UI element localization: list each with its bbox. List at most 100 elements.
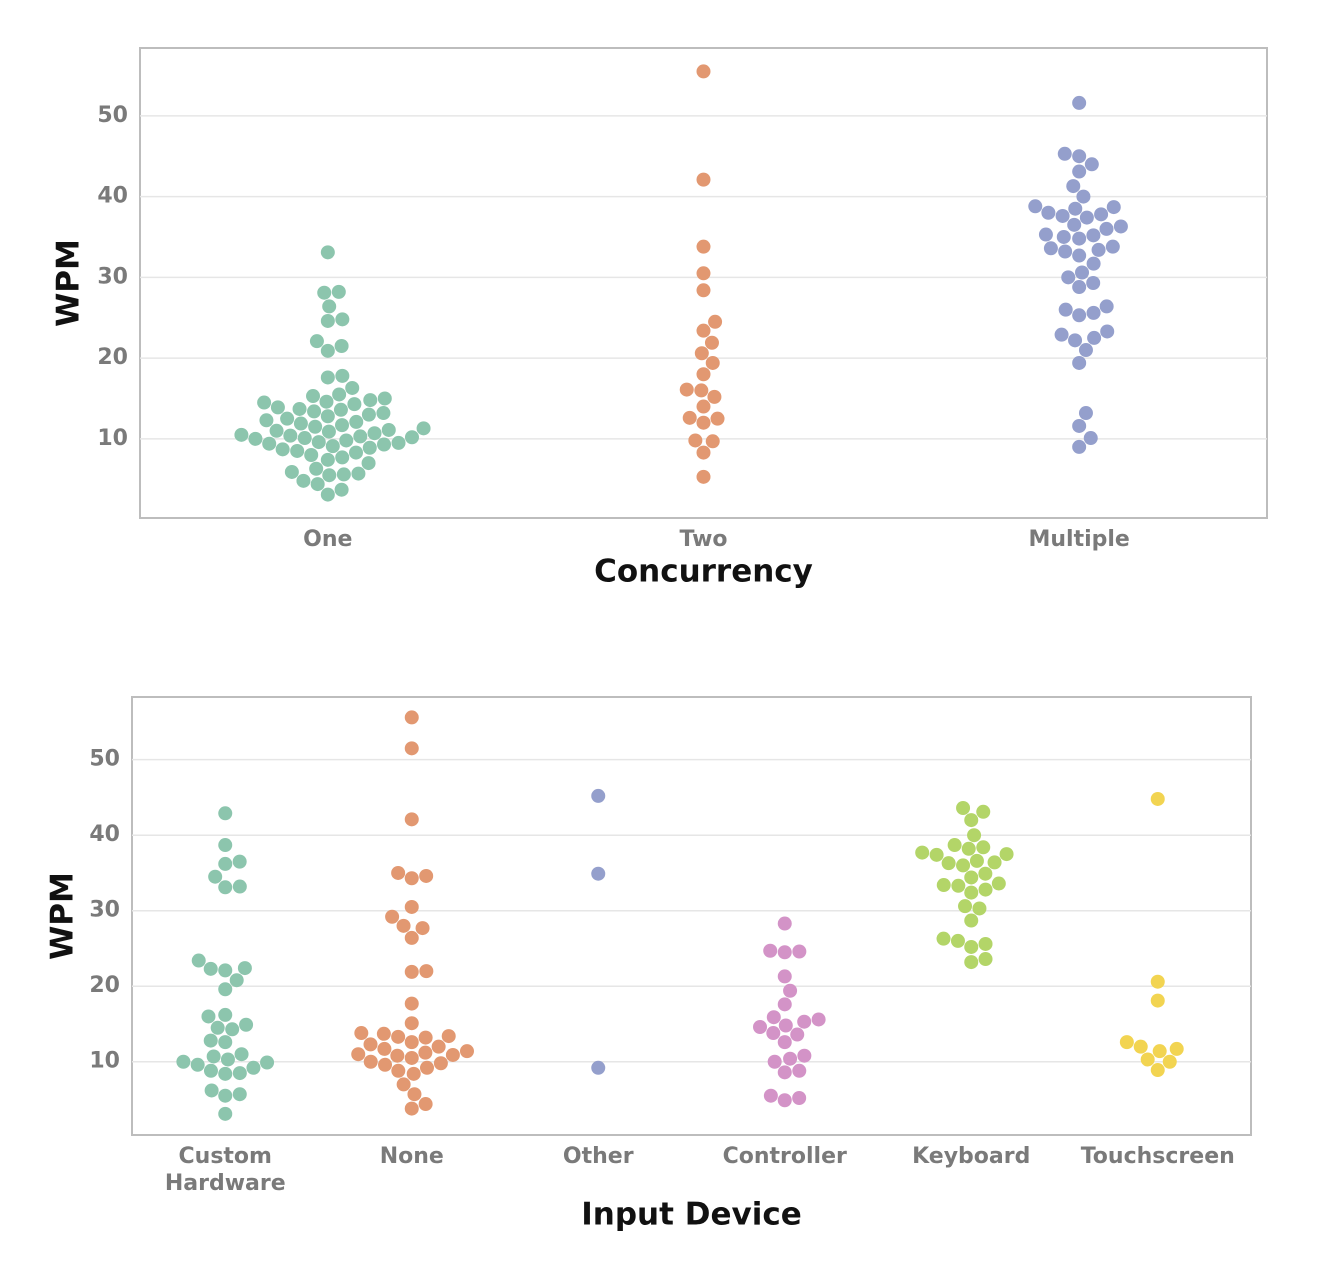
dot bbox=[778, 1018, 793, 1033]
dot bbox=[361, 456, 376, 471]
dot bbox=[309, 334, 324, 349]
dot bbox=[404, 710, 419, 725]
dot bbox=[331, 284, 346, 299]
dot bbox=[1057, 146, 1072, 161]
dot bbox=[708, 314, 723, 329]
dot bbox=[367, 426, 382, 441]
dot bbox=[1099, 299, 1114, 314]
dot bbox=[1043, 241, 1058, 256]
dot bbox=[415, 921, 430, 936]
dot bbox=[1094, 207, 1109, 222]
dot bbox=[1072, 280, 1087, 295]
dot bbox=[362, 440, 377, 455]
dot bbox=[1084, 157, 1099, 172]
dot bbox=[376, 1026, 391, 1041]
dot bbox=[332, 387, 347, 402]
x-tick-label: Custom Hardware bbox=[164, 1144, 286, 1196]
dot bbox=[696, 64, 711, 79]
dot bbox=[353, 429, 368, 444]
dot bbox=[1079, 210, 1094, 225]
dot bbox=[1072, 149, 1087, 164]
dot bbox=[218, 1106, 233, 1121]
dot bbox=[284, 464, 299, 479]
dot bbox=[404, 1035, 419, 1050]
dot bbox=[307, 404, 322, 419]
dot bbox=[259, 413, 274, 428]
dot bbox=[705, 355, 720, 370]
dot bbox=[704, 335, 719, 350]
dot bbox=[339, 433, 354, 448]
dot bbox=[232, 854, 247, 869]
dot bbox=[320, 370, 335, 385]
dot bbox=[320, 452, 335, 467]
y-tick-label: 50 bbox=[89, 747, 120, 772]
dot bbox=[404, 871, 419, 886]
dot bbox=[293, 416, 308, 431]
dot bbox=[351, 1047, 366, 1062]
dot bbox=[707, 389, 722, 404]
dot bbox=[396, 918, 411, 933]
dot bbox=[999, 847, 1014, 862]
dot bbox=[1058, 244, 1073, 259]
dot bbox=[978, 866, 993, 881]
dot bbox=[936, 931, 951, 946]
dot bbox=[792, 944, 807, 959]
dot bbox=[248, 431, 263, 446]
dot bbox=[377, 437, 392, 452]
dot bbox=[363, 1054, 378, 1069]
dot bbox=[292, 401, 307, 416]
dot bbox=[218, 880, 233, 895]
dot bbox=[777, 997, 792, 1012]
dot bbox=[320, 245, 335, 260]
dot bbox=[591, 1060, 606, 1075]
dot bbox=[260, 1055, 275, 1070]
dot bbox=[262, 436, 277, 451]
dot bbox=[792, 1090, 807, 1105]
dot bbox=[1061, 270, 1076, 285]
dot bbox=[208, 869, 223, 884]
dot bbox=[381, 422, 396, 437]
dot bbox=[696, 415, 711, 430]
dot bbox=[696, 399, 711, 414]
dot bbox=[1072, 164, 1087, 179]
dot bbox=[404, 899, 419, 914]
dot bbox=[304, 448, 319, 463]
x-axis-label: Concurrency bbox=[594, 554, 813, 590]
dot bbox=[1150, 1063, 1165, 1078]
plot-frame bbox=[139, 47, 1268, 519]
x-tick-label-box: None bbox=[380, 1144, 444, 1169]
dot bbox=[335, 312, 350, 327]
dot bbox=[218, 1066, 233, 1081]
dot bbox=[325, 439, 340, 454]
dot bbox=[275, 442, 290, 457]
x-tick-label-box: Two bbox=[679, 527, 727, 552]
dot bbox=[797, 1048, 812, 1063]
dot bbox=[1150, 791, 1165, 806]
dot bbox=[987, 855, 1002, 870]
dot bbox=[407, 1087, 422, 1102]
dot bbox=[947, 838, 962, 853]
dot bbox=[385, 909, 400, 924]
dot bbox=[1150, 974, 1165, 989]
dot bbox=[232, 1087, 247, 1102]
dot bbox=[232, 879, 247, 894]
dot bbox=[766, 1026, 781, 1041]
dot bbox=[418, 1097, 433, 1112]
dot bbox=[225, 1022, 240, 1037]
dot bbox=[964, 870, 979, 885]
dot bbox=[766, 1010, 781, 1025]
dot bbox=[1150, 993, 1165, 1008]
dot bbox=[1072, 418, 1087, 433]
dot bbox=[218, 1007, 233, 1022]
y-tick-label: 30 bbox=[97, 264, 128, 289]
dot bbox=[976, 804, 991, 819]
dot bbox=[334, 482, 349, 497]
dot bbox=[777, 916, 792, 931]
dot bbox=[964, 939, 979, 954]
dot bbox=[391, 1029, 406, 1044]
dot bbox=[682, 410, 697, 425]
dot bbox=[218, 806, 233, 821]
dot bbox=[283, 428, 298, 443]
dot bbox=[777, 1093, 792, 1108]
